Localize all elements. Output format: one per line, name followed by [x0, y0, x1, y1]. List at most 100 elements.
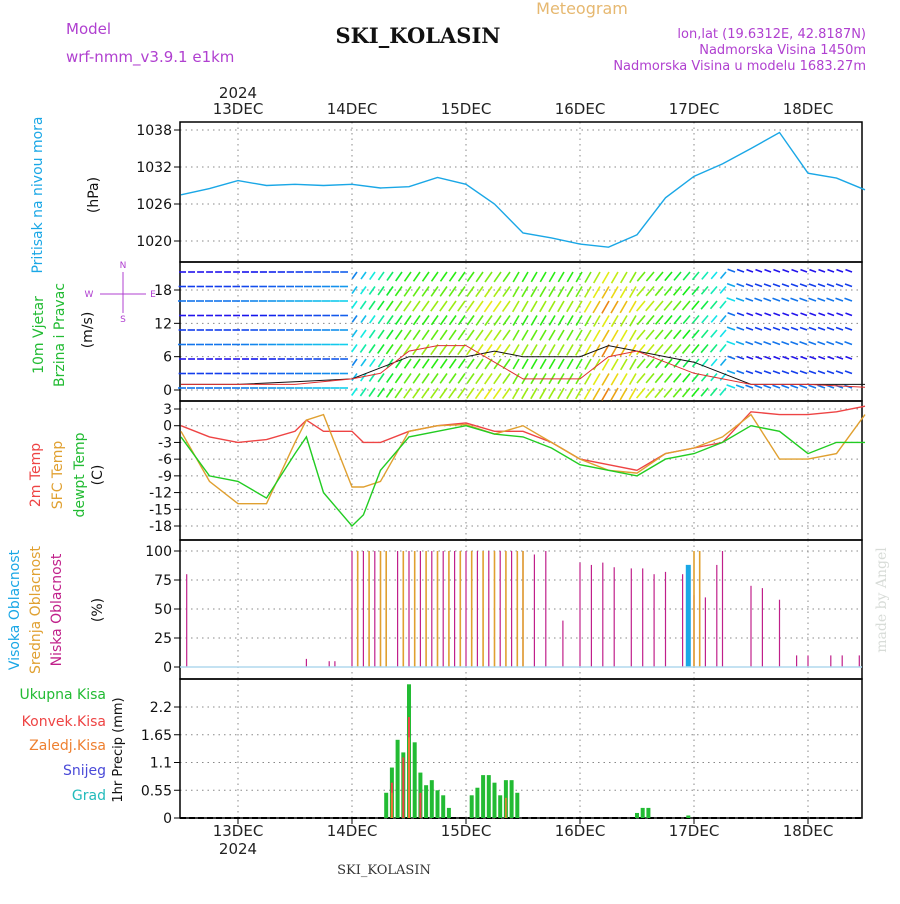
wind-arrow [457, 329, 466, 341]
wind-arrow [654, 387, 664, 399]
wind-arrow [412, 329, 421, 341]
wind-arrow [575, 286, 583, 298]
wind-arrow [493, 329, 502, 341]
wind-arrow [636, 372, 646, 384]
wind-arrow [636, 314, 646, 326]
wind-arrow [484, 271, 493, 283]
wind-arrow [672, 387, 682, 398]
wind-arrow [493, 271, 502, 283]
wind-arrow [772, 297, 781, 302]
wind-arrow [835, 370, 844, 375]
wind-arrow [566, 387, 574, 400]
wind-arrow [377, 300, 385, 311]
wind-arrow [360, 329, 367, 339]
wind-arrow [351, 373, 358, 382]
wind-arrow [583, 387, 592, 400]
model-elevation-text: Nadmorska Visina u modelu 1683.27m [613, 59, 866, 74]
y-tick-label: 0 [163, 660, 172, 676]
precip-bar [481, 775, 486, 818]
wind-arrow [530, 329, 538, 341]
y-tick-label: -12 [149, 486, 172, 502]
wind-arrow [421, 300, 430, 312]
wind-arrow [475, 373, 484, 385]
wind-arrow [385, 387, 394, 398]
wind-arrow [673, 271, 682, 281]
y-tick-label: -18 [149, 519, 172, 535]
wind-arrow [475, 358, 484, 370]
wind-arrow [439, 344, 448, 356]
wind-arrow [548, 286, 556, 298]
precip-bar [429, 780, 434, 818]
wind-arrow [466, 315, 475, 326]
wind-arrow [403, 373, 412, 384]
wind-arrow [664, 271, 673, 282]
wind-arrow [466, 329, 475, 341]
bottom-day-labels: 13DEC 14DEC 15DEC 16DEC 17DEC 18DEC [213, 822, 834, 840]
wind-arrow [466, 300, 475, 312]
wind-arrow [359, 344, 367, 353]
wind-arrow [566, 286, 574, 298]
wind-arrow [682, 372, 691, 383]
wind-arrow [483, 300, 493, 313]
wind-arrow [583, 344, 592, 357]
wind-arrow [791, 312, 799, 317]
top-day-label: 16DEC [555, 100, 606, 118]
wind-arrow [710, 358, 718, 367]
wind-arrow [601, 286, 610, 299]
wind-arrow [727, 268, 736, 273]
wind-arrow [799, 341, 808, 346]
wind-arrow [844, 341, 853, 346]
precip-bar [391, 792, 393, 818]
wind-arrow [368, 286, 376, 295]
wind-arrow [800, 312, 808, 317]
panels: 102010261032103806121830-3-6-9-12-15-180… [136, 121, 863, 827]
y-tick-label: 12 [154, 316, 172, 332]
wind-arrow [369, 271, 376, 281]
pressure-unit: (hPa) [86, 177, 102, 213]
wind-arrow [368, 300, 376, 310]
wind-arrow [377, 329, 385, 339]
wind-arrow [629, 271, 637, 284]
wind-arrow [763, 297, 772, 302]
precip-bar [402, 757, 405, 818]
wind-arrow [654, 372, 664, 384]
wind-arrow [484, 315, 493, 326]
precip-bar [446, 807, 451, 818]
wind-arrow [360, 315, 367, 324]
wind-arrow [466, 387, 475, 399]
wind-arrow [682, 358, 691, 368]
wind-arrow [430, 300, 439, 312]
wind-arrow [351, 344, 358, 353]
wind-arrow [394, 286, 403, 297]
wind-arrow [629, 315, 637, 327]
wind-arrow [557, 315, 565, 326]
wind-arrow [492, 300, 502, 313]
y-tick-label: 1038 [136, 123, 172, 139]
wind-arrow [845, 268, 853, 273]
wind-arrow [817, 341, 826, 346]
wind-arrow [439, 373, 448, 384]
wind-arrow [430, 329, 439, 341]
wind-arrow [817, 370, 826, 375]
wind-arrow [719, 285, 727, 294]
wind-arrow [682, 285, 691, 296]
wind-arrow [512, 315, 520, 326]
wind-arrow [360, 286, 367, 295]
wind-arrow [512, 358, 520, 370]
wind-arrow [457, 387, 466, 399]
model-name: wrf-nmm_v3.9.1 e1km [66, 48, 234, 67]
wind-arrow [827, 268, 835, 273]
y-tick-label: 6 [163, 350, 172, 366]
wind-arrow [636, 329, 646, 341]
wind-arrow [360, 373, 367, 382]
wind-arrow [501, 300, 511, 313]
precip-legend-entry: Zaledj.Kisa [29, 738, 106, 754]
wind-arrow [635, 300, 646, 312]
wind-arrow [645, 387, 655, 399]
precip-legend-entry: Ukupna Kisa [19, 687, 106, 703]
wind-arrow [601, 358, 610, 371]
y-tick-label: -6 [158, 452, 172, 468]
wind-arrow [412, 373, 421, 384]
wind-label-1: 10m Vjetar [31, 296, 47, 374]
